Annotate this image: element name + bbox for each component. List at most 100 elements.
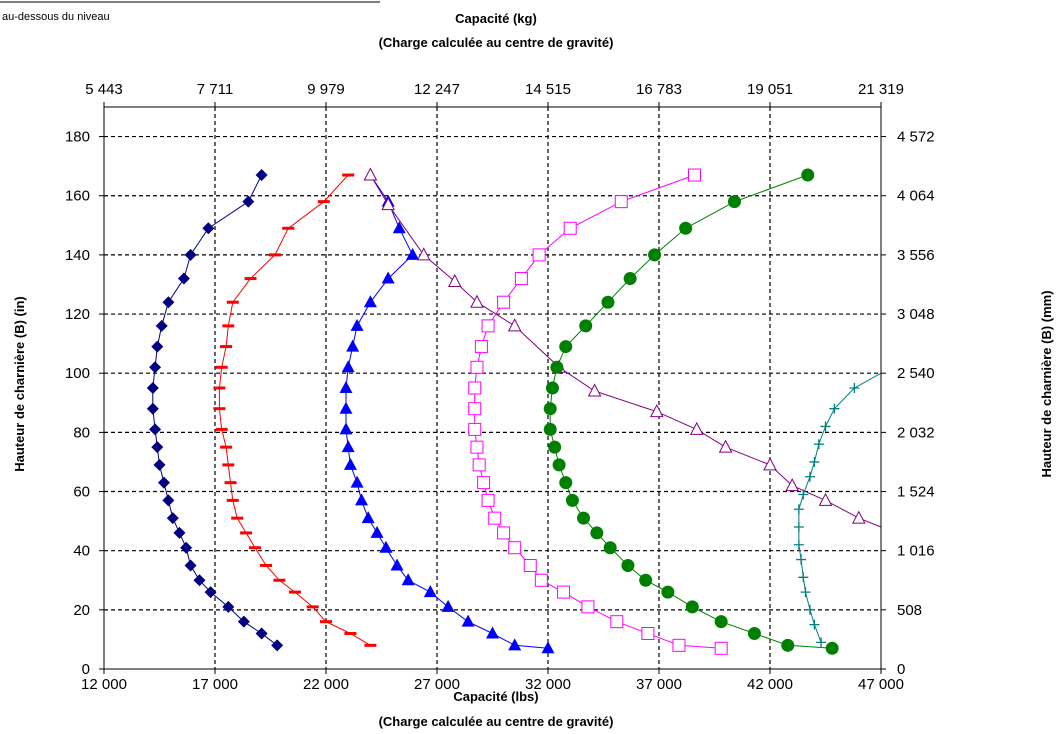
series-line [218,174,371,646]
series-group [146,167,882,655]
series-5 [468,168,728,655]
data-point [497,526,511,540]
data-point [804,471,815,482]
data-point [796,554,807,565]
data-point [379,540,393,553]
data-point [497,295,511,309]
x-tick-label: 22 000 [303,676,349,693]
y-tick-label: 0 [82,661,90,678]
data-point [381,271,395,284]
y-tick-label: 80 [73,424,90,441]
data-point [610,615,624,629]
top-axis-title-1: Capacité (kg) [455,11,537,26]
data-point [268,253,281,257]
data-point [155,319,168,332]
data-point [363,167,378,181]
data-point [423,585,437,598]
data-point [472,458,486,472]
x-tick-label: 37 000 [636,676,682,693]
data-point [202,222,215,235]
x-tick-label: 12 000 [81,676,127,693]
data-point [793,522,804,533]
data-point [222,600,235,613]
data-point [392,221,406,234]
series-4 [363,167,882,528]
data-point [541,641,555,654]
data-point [260,563,273,567]
data-point [816,637,827,648]
data-point [481,493,495,507]
data-point [282,226,295,230]
data-point [508,541,522,555]
data-point [603,541,617,555]
data-point [255,169,268,182]
data-point [798,489,809,500]
data-point [220,345,233,349]
top-axis-title-2: (Charge calculée au centre de gravité) [379,35,614,50]
x-top-tick-label: 7 711 [197,81,233,98]
data-point [213,407,226,411]
data-point [532,248,546,262]
data-point [679,221,693,235]
data-point [550,360,564,374]
data-point [361,511,375,524]
data-point [184,559,197,572]
data-point [288,590,301,594]
data-point [621,558,635,572]
data-point [401,573,415,586]
data-point [240,531,253,535]
data-point [559,340,573,354]
data-point [226,300,239,304]
data-point [222,463,235,467]
x-top-tick-label: 14 515 [525,81,571,98]
data-point [204,586,217,599]
data-point [785,478,800,492]
data-point [213,386,226,390]
data-point [224,481,237,485]
data-point [177,272,190,285]
data-point [813,439,824,450]
y-tick-label: 120 [65,306,90,323]
x-top-tick-label: 5 443 [85,81,123,98]
data-point [237,615,250,628]
data-point [344,632,357,636]
data-point [818,492,833,506]
data-point [350,475,364,488]
data-point [809,456,820,467]
data-point [689,421,704,435]
data-point [825,641,839,655]
bottom-axis-title-1: Capacité (lbs) [453,689,538,704]
data-point [149,361,162,374]
data-point [563,221,577,235]
data-point [162,296,175,309]
y-axis-title-right: Hauteur de charnière (B) (mm) [1039,290,1054,477]
data-point [534,573,548,587]
data-point [341,440,355,453]
data-point [809,619,820,630]
y-right-tick-label: 2 540 [897,365,935,382]
series-line [369,174,882,528]
data-point [727,195,741,209]
data-point [320,620,332,624]
data-point [193,574,206,587]
data-point [486,626,499,639]
data-point [714,615,728,629]
data-point [688,168,702,182]
data-point [543,402,557,416]
data-point [468,422,482,436]
data-point [849,383,860,393]
x-top-tick-label: 21 319 [858,81,904,98]
data-point [565,493,579,507]
x-tick-label: 27 000 [414,676,460,693]
data-point [317,200,330,204]
x-top-tick-label: 12 247 [414,81,460,98]
x-top-tick-label: 16 783 [636,81,682,98]
y-right-tick-label: 0 [897,661,905,678]
data-point [364,643,377,647]
x-tick-label: 42 000 [747,676,793,693]
bottom-axis-title-2: (Charge calculée au centre de gravité) [379,714,614,729]
data-point [416,247,431,261]
data-point [474,340,488,354]
data-point [153,458,166,471]
